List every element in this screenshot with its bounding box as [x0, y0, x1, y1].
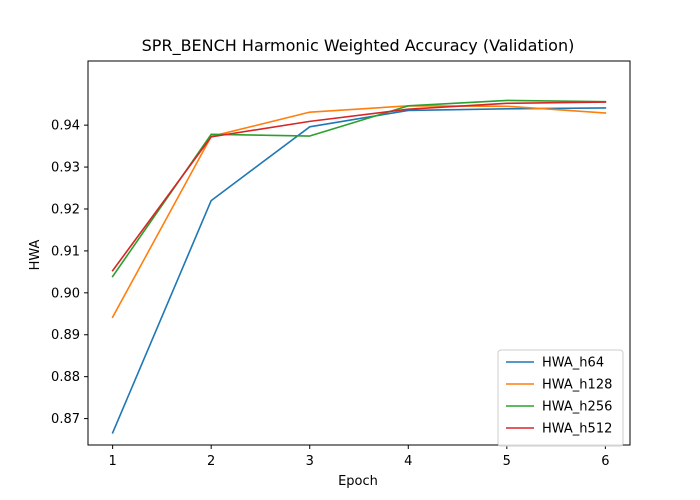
y-tick-label: 0.88 — [51, 370, 80, 385]
y-tick-label: 0.87 — [51, 412, 80, 427]
y-tick-label: 0.89 — [51, 328, 80, 343]
series-line-HWA_h64 — [111, 107, 607, 434]
plot-frame — [87, 60, 631, 446]
x-tick-label: 2 — [207, 454, 215, 469]
plot-area: 1 2 3 4 5 6 0.87 0.88 0.89 0.90 0.91 0.92 0.93 0.94 — [51, 60, 631, 469]
legend-label: HWA_h64 — [542, 356, 604, 371]
legend-label: HWA_h256 — [542, 400, 612, 415]
x-tick-label: 4 — [404, 454, 412, 469]
series-line-HWA_h512 — [111, 101, 607, 272]
y-tick-label: 0.91 — [51, 244, 80, 259]
y-tick-label: 0.94 — [51, 119, 80, 134]
y-tick-label: 0.93 — [51, 161, 80, 176]
legend: HWA_h64 HWA_h128 HWA_h256 HWA_h512 — [497, 349, 624, 447]
legend-label: HWA_h128 — [542, 378, 612, 393]
y-tick-label: 0.90 — [51, 286, 80, 301]
legend-label: HWA_h512 — [542, 422, 612, 437]
x-tick-label: 1 — [108, 454, 116, 469]
x-tick-label: 6 — [601, 454, 609, 469]
x-tick-label: 3 — [306, 454, 314, 469]
x-axis-label: Epoch — [338, 474, 378, 489]
y-axis-label: HWA — [28, 239, 43, 270]
series-line-HWA_h128 — [111, 105, 607, 319]
legend-box — [497, 349, 624, 447]
chart-title: SPR_BENCH Harmonic Weighted Accuracy (Va… — [142, 36, 575, 56]
x-tick-label: 5 — [503, 454, 511, 469]
series-line-HWA_h256 — [111, 99, 607, 278]
y-tick-label: 0.92 — [51, 202, 80, 217]
